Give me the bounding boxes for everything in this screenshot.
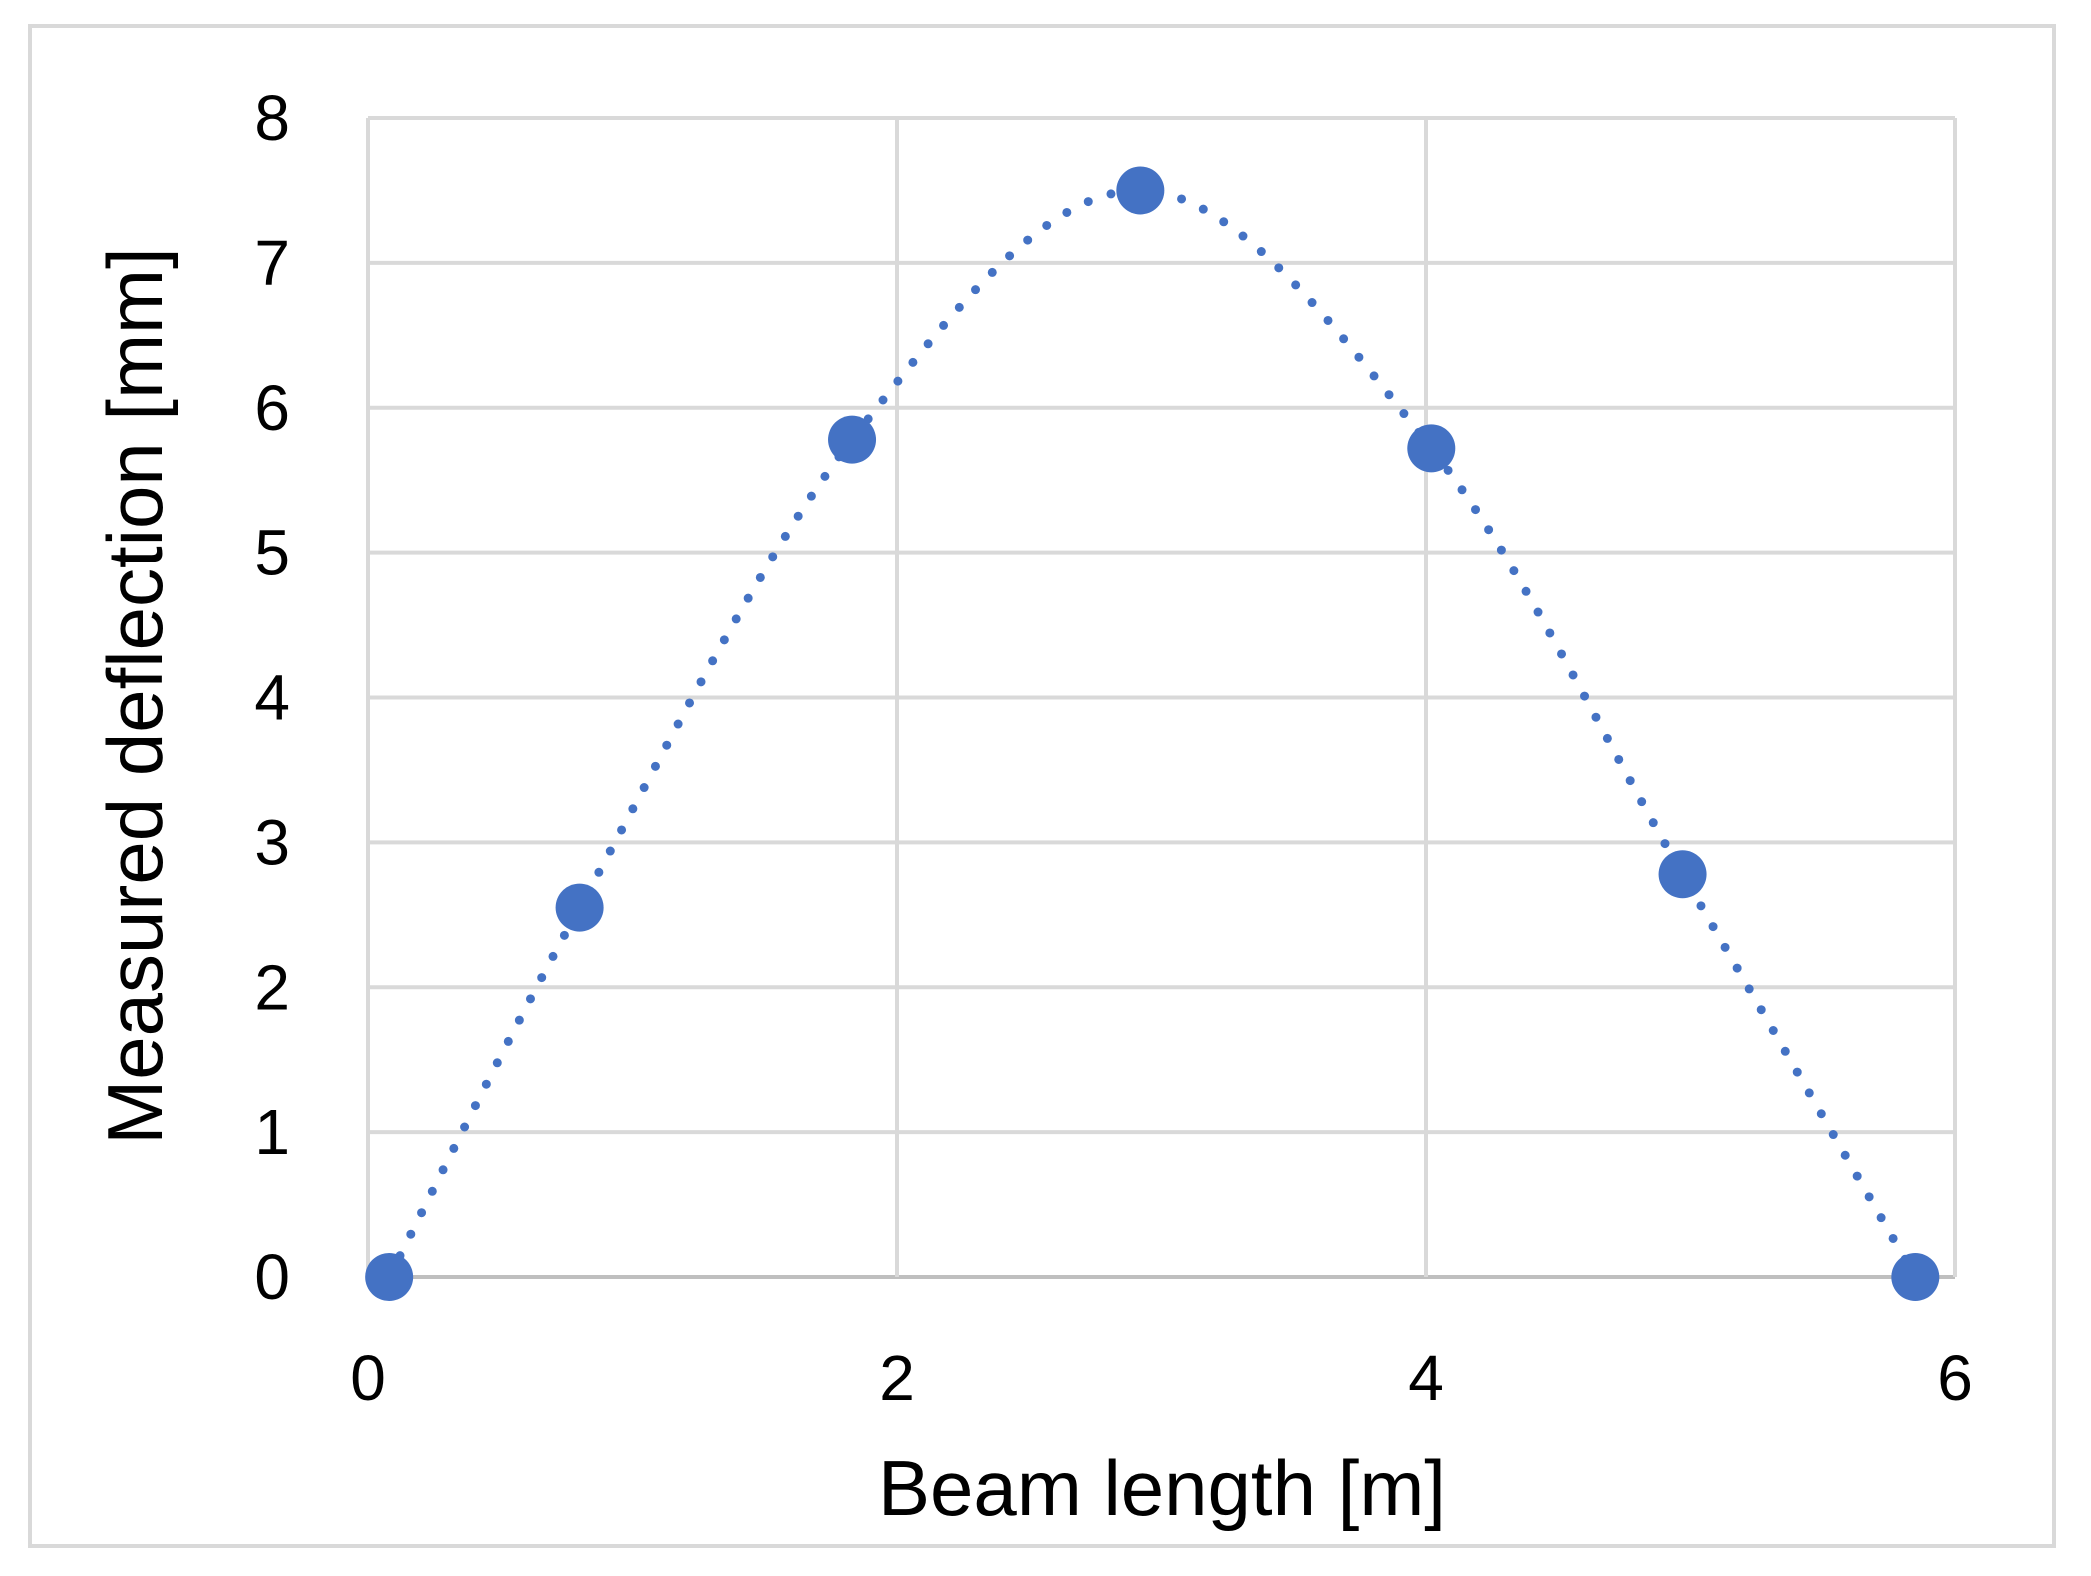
y-tick-label: 1 — [254, 1096, 290, 1168]
data-point — [1891, 1253, 1940, 1301]
y-tick-label: 7 — [254, 227, 290, 299]
data-point — [828, 415, 877, 464]
x-tick-label: 6 — [1937, 1342, 1973, 1414]
grid-lines — [366, 116, 1957, 1279]
trendline — [384, 185, 1920, 1282]
data-point — [555, 883, 604, 932]
data-point — [365, 1253, 414, 1301]
x-tick-label: 4 — [1408, 1342, 1444, 1414]
y-tick-label: 0 — [254, 1241, 290, 1313]
x-tick-label: 2 — [879, 1342, 915, 1414]
y-tick-label: 4 — [254, 662, 290, 734]
x-tick-label: 0 — [350, 1342, 386, 1414]
y-axis-title: Measured deflection [mm] — [91, 247, 179, 1144]
x-axis-title: Beam length [m] — [878, 1444, 1446, 1532]
data-point — [1658, 850, 1707, 899]
y-tick-label: 6 — [254, 372, 290, 444]
tick-labels: 0 1 2 3 4 5 6 7 8 0 2 4 6 — [254, 82, 1972, 1414]
data-point — [1407, 424, 1456, 473]
trendline-path — [384, 185, 1920, 1282]
y-tick-label: 5 — [254, 517, 290, 589]
data-point — [1116, 166, 1165, 215]
y-tick-label: 8 — [254, 82, 290, 154]
y-tick-label: 2 — [254, 951, 290, 1023]
y-tick-label: 3 — [254, 806, 290, 878]
data-points — [365, 166, 1940, 1301]
